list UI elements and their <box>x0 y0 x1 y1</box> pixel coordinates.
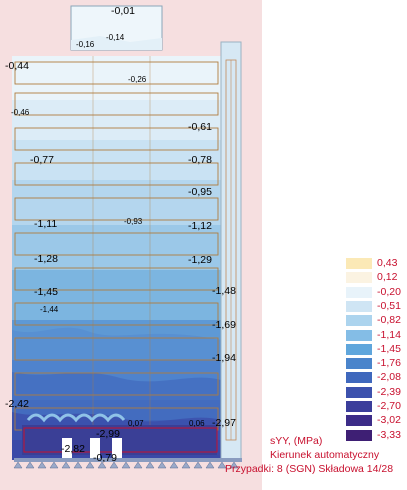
contour-value-label: -0,44 <box>5 60 29 72</box>
contour-value-label: -1,28 <box>34 253 58 265</box>
legend-value: -3,33 <box>377 428 401 441</box>
quantity-label: sYY, (MPa) <box>270 435 323 447</box>
legend-row: -0,20 <box>346 285 407 299</box>
legend-swatch <box>346 343 372 355</box>
legend-row: -0,51 <box>346 299 407 313</box>
legend-value: -0,82 <box>377 314 401 327</box>
contour-value-label: -2,97 <box>212 417 236 429</box>
contour-value-label: -0,78 <box>188 154 212 166</box>
contour-value-label: -0,46 <box>11 108 30 117</box>
contour-value-label: -0,77 <box>30 154 54 166</box>
legend-row: -1,76 <box>346 356 407 370</box>
legend-value: 0,12 <box>377 271 398 284</box>
contour-value-label: -1,48 <box>212 285 236 297</box>
legend-swatch <box>346 329 372 341</box>
legend-row: -1,14 <box>346 328 407 342</box>
legend-value: -1,45 <box>377 342 401 355</box>
contour-value-label: -0,26 <box>128 75 147 84</box>
legend-row: 0,43 <box>346 256 407 270</box>
legend-value: 0,43 <box>377 257 398 269</box>
legend-row: -0,82 <box>346 313 407 327</box>
legend-swatch <box>346 358 372 370</box>
legend-value: -1,76 <box>377 357 401 370</box>
stress-contour-map[interactable] <box>0 0 262 490</box>
contour-value-label: -1,94 <box>212 352 236 364</box>
contour-value-label: -0,61 <box>188 121 212 133</box>
contour-value-label: -1,45 <box>34 286 58 298</box>
legend-row: -3,33 <box>346 428 407 442</box>
legend-row: -2,70 <box>346 399 407 413</box>
legend-value: -2,39 <box>377 385 401 398</box>
legend-swatch <box>346 415 372 427</box>
contour-value-label: -0,93 <box>124 217 143 226</box>
legend-row: -3,02 <box>346 413 407 427</box>
contour-value-label: -2,42 <box>5 398 29 410</box>
load-case-label: Przypadki: 8 (SGN) Składowa 14/28 <box>225 463 394 475</box>
contour-value-label: -0,01 <box>111 5 135 17</box>
legend-swatch <box>346 401 372 412</box>
legend-row: 0,12 <box>346 270 407 284</box>
legend-value: -2,08 <box>377 371 401 384</box>
contour-value-label: -0,79 <box>93 452 117 464</box>
contour-value-label: -2,82 <box>61 443 85 455</box>
legend-value: -2,70 <box>377 400 401 412</box>
contour-value-label: 0,06 <box>189 419 205 428</box>
legend-swatch <box>346 386 372 398</box>
contour-value-label: -1,11 <box>34 218 58 230</box>
contour-value-label: -1,69 <box>212 319 236 331</box>
contour-value-label: -1,44 <box>40 305 59 314</box>
contour-value-label: -1,29 <box>188 254 212 266</box>
legend-row: -1,45 <box>346 342 407 356</box>
legend-swatch <box>346 272 372 284</box>
contour-value-label: -0,16 <box>76 40 95 49</box>
legend-swatch <box>346 300 372 312</box>
legend-swatch <box>346 286 372 298</box>
contour-value-label: -0,14 <box>106 33 125 42</box>
contour-value-label: -2,99 <box>96 428 120 440</box>
legend-value: -3,02 <box>377 414 401 427</box>
contour-value-label: 0,07 <box>128 419 144 428</box>
contour-value-label: -1,12 <box>188 220 212 232</box>
contour-value-label: -0,95 <box>188 186 212 198</box>
legend-swatch <box>346 315 372 327</box>
legend-row: -2,39 <box>346 385 407 399</box>
result-info-panel: sYY, (MPa) Kierunek automatyczny Przypad… <box>225 434 393 476</box>
legend-value: -0,20 <box>377 285 401 298</box>
legend-swatch <box>346 429 372 441</box>
direction-label: Kierunek automatyczny <box>270 449 380 461</box>
legend-row: -2,08 <box>346 370 407 384</box>
legend-swatch <box>346 258 372 269</box>
legend-value: -0,51 <box>377 299 401 312</box>
legend-swatch <box>346 372 372 384</box>
legend-value: -1,14 <box>377 328 401 341</box>
